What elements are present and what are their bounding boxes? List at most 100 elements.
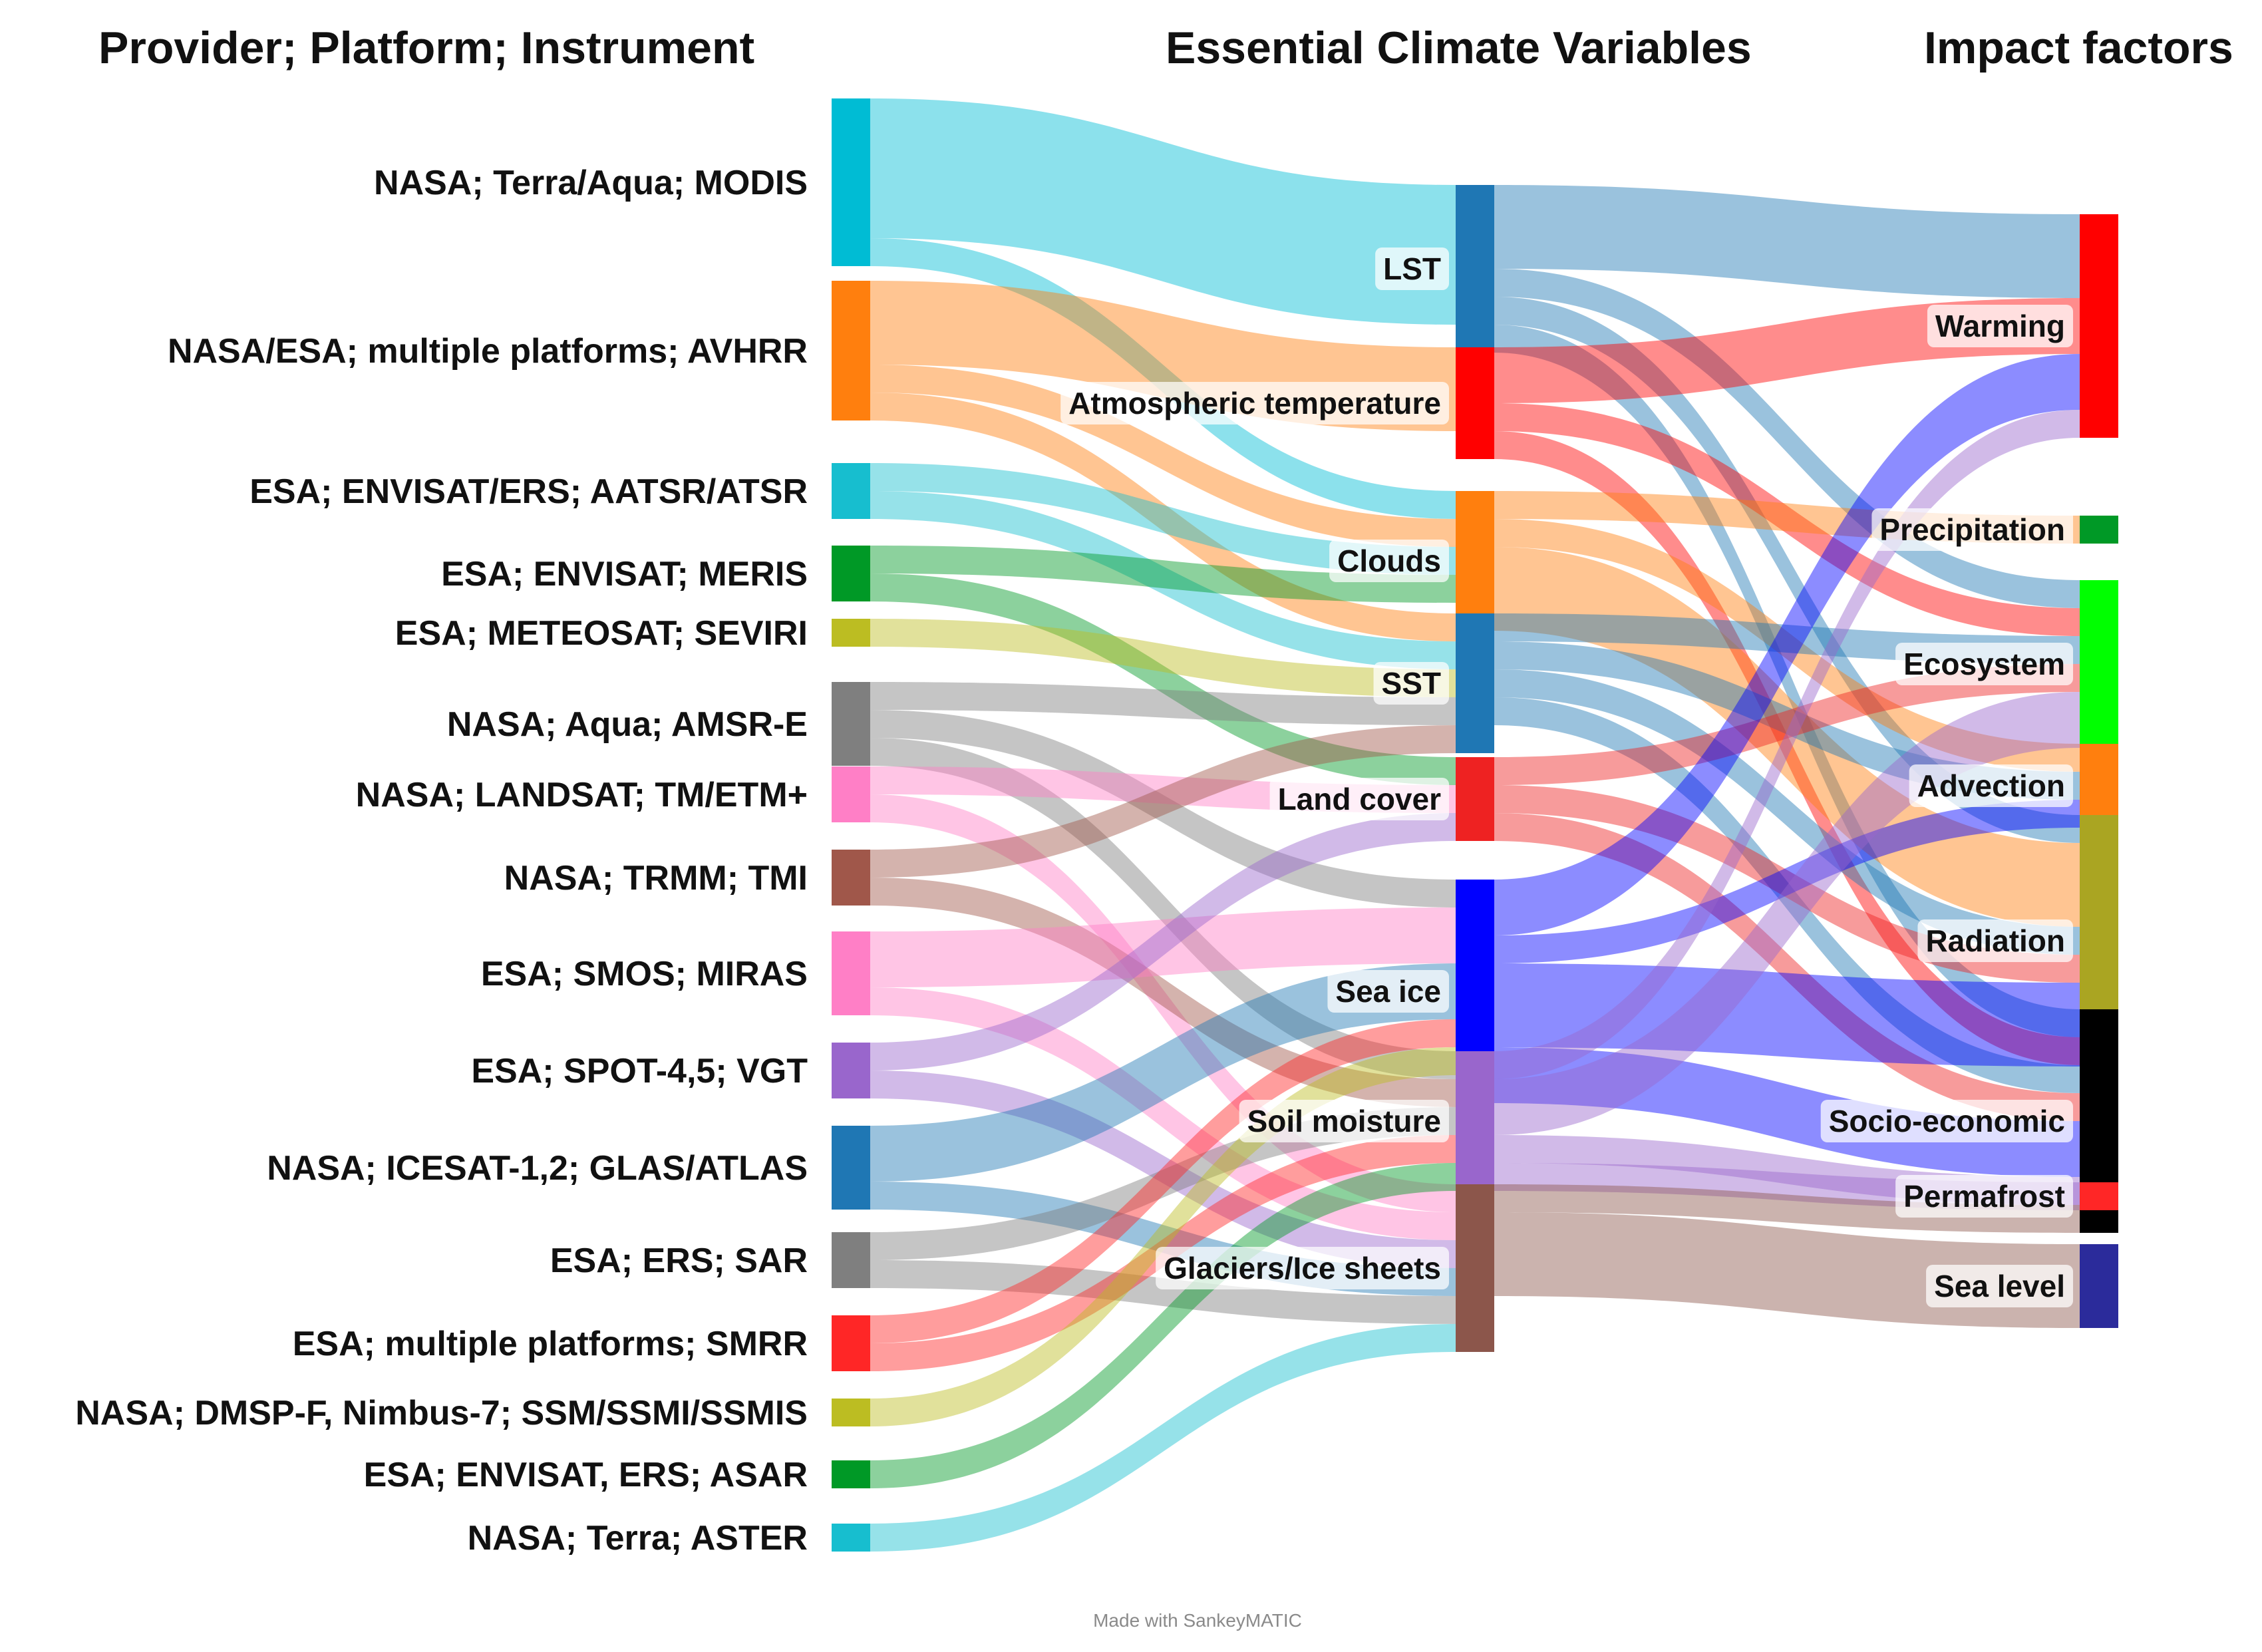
source-label-asar: ESA; ENVISAT, ERS; ASAR xyxy=(364,1456,808,1494)
node-landsat xyxy=(832,766,870,822)
flow-sst-to-rad xyxy=(1494,669,2080,955)
flow-trmm-to-soil xyxy=(870,878,1456,1107)
flow-modis-to-lst xyxy=(870,98,1456,325)
variables-header: Essential Climate Variables xyxy=(1166,23,1752,73)
source-label-avhrr: NASA/ESA; multiple platforms; AVHRR xyxy=(168,332,808,371)
variable-label-land: Land cover xyxy=(1278,782,1442,816)
source-label-trmm: NASA; TRMM; TMI xyxy=(504,859,808,898)
footer-credit: Made with SankeyMATIC xyxy=(1093,1610,1302,1631)
label-bg-eco xyxy=(1895,643,2073,685)
node-asar xyxy=(832,1460,870,1488)
node-icesat xyxy=(832,1126,870,1210)
flow-sst-to-advect xyxy=(1494,641,2080,800)
flow-sst-to-socio xyxy=(1494,697,2080,1093)
node-soil xyxy=(1456,1051,1494,1191)
flow-seviri-to-sst xyxy=(870,619,1456,697)
flow-seaice-to-advect xyxy=(1494,800,2080,963)
source-label-icesat: NASA; ICESAT-1,2; GLAS/ATLAS xyxy=(267,1149,808,1188)
flow-spot-to-glacier xyxy=(870,1071,1456,1268)
impact-label-warming: Warming xyxy=(1935,309,2065,343)
source-label-seviri: ESA; METEOSAT; SEVIRI xyxy=(395,614,808,653)
nodes xyxy=(832,98,2118,1552)
node-warming xyxy=(2080,214,2118,438)
variable-label-lst: LST xyxy=(1383,251,1441,286)
variable-label-sst: SST xyxy=(1382,666,1441,701)
node-seviri xyxy=(832,619,870,647)
source-label-amsre: NASA; Aqua; AMSR-E xyxy=(447,705,808,744)
flow-seaice-to-warming xyxy=(1494,354,2080,935)
sources-header: Provider; Platform; Instrument xyxy=(98,23,754,73)
label-bg-advect xyxy=(1909,764,2073,807)
flow-land-to-eco xyxy=(1494,664,2080,785)
flow-seaice-to-rad xyxy=(1494,963,2080,1067)
impact-label-socio: Socio-economic xyxy=(1829,1104,2065,1138)
flow-lst-to-rad xyxy=(1494,297,2080,843)
flow-aatsr-to-clouds xyxy=(870,463,1456,575)
node-aster xyxy=(832,1524,870,1552)
impact-label-precip: Precipitation xyxy=(1879,512,2065,547)
flow-smos-to-seaice xyxy=(870,908,1456,987)
label-bg-land xyxy=(1269,778,1450,820)
flow-asar-to-soil xyxy=(870,1163,1456,1488)
flow-spot-to-land xyxy=(870,813,1456,1071)
source-label-ers_sar: ESA; ERS; SAR xyxy=(550,1241,808,1280)
flow-soil-to-warming xyxy=(1494,410,2080,1079)
flow-ssmi-to-seaice xyxy=(870,1047,1456,1426)
flow-atmos-to-socio xyxy=(1494,431,2080,1065)
flow-smos-to-glacier xyxy=(870,987,1456,1240)
flow-amsre-to-sst xyxy=(870,682,1456,725)
node-smos xyxy=(832,931,870,1015)
flow-meris-to-land xyxy=(870,574,1456,785)
node-spot xyxy=(832,1043,870,1098)
node-labels: NASA; Terra/Aqua; MODIS NASA/ESA; multipl… xyxy=(75,164,2073,1558)
flow-smrr-to-seaice xyxy=(870,1019,1456,1343)
node-meris xyxy=(832,546,870,601)
label-bg-seaice xyxy=(1327,970,1449,1013)
node-ers_sar xyxy=(832,1232,870,1288)
label-bg-rad xyxy=(1917,919,2073,962)
source-label-ssmi: NASA; DMSP-F, Nimbus-7; SSM/SSMI/SSMIS xyxy=(75,1394,808,1432)
flow-meris-to-clouds xyxy=(870,546,1456,603)
flow-trmm-to-sst xyxy=(870,725,1456,878)
node-glacier xyxy=(1456,1184,1494,1352)
label-bg-sst xyxy=(1373,662,1449,705)
node-trmm xyxy=(832,850,870,906)
impact-label-advect: Advection xyxy=(1917,768,2065,803)
variable-label-clouds: Clouds xyxy=(1337,544,1441,578)
flow-aster-to-glacier xyxy=(870,1324,1456,1552)
node-modis xyxy=(832,98,870,266)
node-eco xyxy=(2080,580,2118,748)
source-label-landsat: NASA; LANDSAT; TM/ETM+ xyxy=(356,776,808,814)
label-bg-perma xyxy=(1895,1175,2073,1218)
node-sst xyxy=(1456,613,1494,753)
flow-land-to-rad xyxy=(1494,785,2080,983)
source-label-aatsr: ESA; ENVISAT/ERS; AATSR/ATSR xyxy=(249,472,808,511)
node-ssmi xyxy=(832,1399,870,1426)
source-label-spot: ESA; SPOT-4,5; VGT xyxy=(471,1052,808,1090)
node-advect xyxy=(2080,744,2118,828)
variable-label-atmos: Atmospheric temperature xyxy=(1068,386,1441,420)
node-perma xyxy=(2080,1182,2118,1210)
impact-label-sealevel: Sea level xyxy=(1934,1269,2065,1303)
label-bg-precip xyxy=(1871,508,2073,551)
source-label-smrr: ESA; multiple platforms; SMRR xyxy=(293,1325,808,1363)
impact-label-eco: Ecosystem xyxy=(1903,647,2065,681)
flow-clouds-to-rad xyxy=(1494,547,2080,927)
flow-seaice-to-socio xyxy=(1494,1047,2080,1177)
flow-atmos-to-eco xyxy=(1494,403,2080,636)
node-precip xyxy=(2080,516,2118,544)
impact-label-rad: Radiation xyxy=(1925,923,2065,958)
flow-glacier-to-socio xyxy=(1494,1184,2080,1233)
flow-clouds-to-advect xyxy=(1494,519,2080,772)
node-atmos xyxy=(1456,347,1494,459)
impact-label-perma: Permafrost xyxy=(1903,1179,2065,1214)
source-label-meris: ESA; ENVISAT; MERIS xyxy=(441,555,808,593)
node-smrr xyxy=(832,1315,870,1371)
flow-lst-to-warming xyxy=(1494,185,2080,298)
flow-lst-to-socio xyxy=(1494,325,2080,1037)
node-aatsr xyxy=(832,463,870,519)
variable-label-soil: Soil moisture xyxy=(1247,1104,1441,1138)
label-bg-socio xyxy=(1820,1100,2073,1142)
flow-modis-to-clouds xyxy=(870,238,1456,519)
